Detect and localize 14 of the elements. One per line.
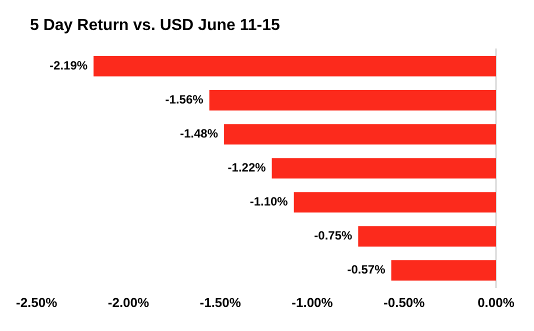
x-tick-label: -1.00%	[292, 294, 334, 310]
chart-title: 5 Day Return vs. USD June 11-15	[30, 17, 280, 34]
data-label: -1.22%	[228, 160, 266, 175]
data-label: -0.75%	[314, 228, 352, 243]
data-label: -1.56%	[165, 92, 204, 107]
data-label: -1.10%	[250, 194, 288, 209]
data-label: -1.48%	[180, 126, 218, 141]
x-tick-label: -1.50%	[200, 294, 242, 310]
x-tick-label: -2.50%	[16, 294, 58, 310]
x-tick-label: 0.00%	[478, 294, 515, 310]
x-tick-label: -2.00%	[108, 294, 150, 310]
x-tick-label: -0.50%	[384, 294, 426, 310]
data-label: -2.19%	[50, 58, 88, 73]
data-label: -0.57%	[347, 262, 386, 277]
